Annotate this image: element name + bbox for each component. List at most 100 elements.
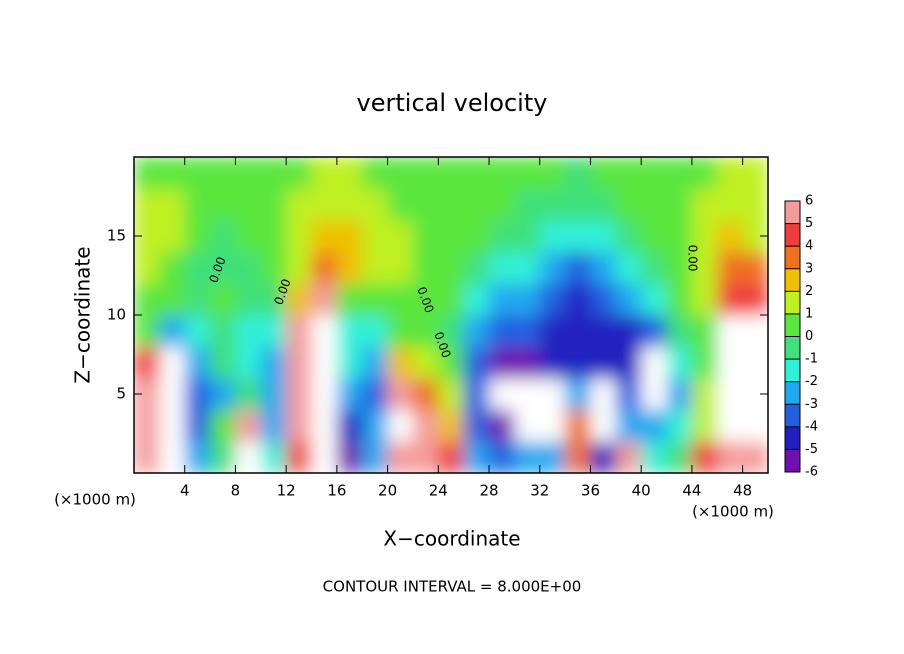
cell: [387, 409, 414, 442]
cell: [666, 251, 693, 284]
cell: [666, 346, 693, 379]
cell: [691, 220, 718, 253]
cell: [742, 283, 768, 316]
cell: [235, 346, 262, 379]
cell: [286, 346, 313, 379]
cell: [565, 220, 591, 253]
cell: [362, 251, 389, 284]
cell: [742, 346, 768, 379]
cell: [184, 378, 211, 411]
cell: [260, 220, 287, 253]
cell: [362, 188, 389, 221]
cell: [666, 157, 693, 190]
cell: [412, 283, 439, 316]
cell: [590, 188, 617, 221]
cell: [159, 251, 186, 284]
cell: [311, 283, 338, 316]
cell: [260, 283, 287, 316]
cell: [539, 378, 566, 411]
cell: [641, 157, 668, 190]
cell: [336, 346, 363, 379]
cell: [717, 315, 744, 348]
cell: [691, 188, 718, 221]
cell: [286, 283, 313, 316]
cell: [590, 157, 617, 190]
cell: [362, 157, 389, 190]
cell: [615, 251, 642, 284]
cell: [159, 283, 186, 316]
cell: [260, 188, 287, 221]
colorbar-swatch: [785, 359, 800, 382]
cell: [539, 409, 566, 442]
colorbar-tick-label: -5: [805, 442, 818, 457]
cell: [235, 441, 262, 473]
cell: [210, 315, 236, 348]
cell: [641, 378, 668, 411]
cell: [615, 378, 642, 411]
cell: [717, 283, 744, 316]
cell: [438, 283, 465, 316]
colorbar-swatch: [785, 336, 800, 360]
cell: [717, 157, 744, 190]
cell: [438, 346, 465, 379]
cell: [742, 409, 768, 442]
cell: [590, 283, 617, 316]
cell: [691, 283, 718, 316]
cell: [286, 188, 313, 221]
cell: [514, 283, 541, 316]
x-tick-label: 48: [733, 482, 752, 500]
cell: [184, 251, 211, 284]
x-tick-label: 40: [632, 482, 651, 500]
cell: [438, 220, 465, 253]
cell: [159, 441, 186, 473]
cell: [463, 220, 490, 253]
cell: [412, 188, 439, 221]
colorbar-tick-label: 4: [805, 239, 813, 254]
cell: [615, 283, 642, 316]
cell: [565, 251, 591, 284]
cell: [717, 220, 744, 253]
colorbar-swatch: [785, 268, 800, 292]
cell: [615, 315, 642, 348]
colorbar-swatch: [785, 381, 800, 405]
cell: [489, 315, 515, 348]
cells: [134, 157, 768, 473]
cell: [463, 251, 490, 284]
cell: [717, 346, 744, 379]
x-axis-label: X−coordinate: [383, 527, 520, 551]
cell: [235, 157, 262, 190]
colorbar-tick-label: 1: [805, 306, 813, 321]
cell: [159, 157, 186, 190]
y-tick-label: 15: [107, 227, 126, 245]
cell: [742, 157, 768, 190]
cell: [311, 378, 338, 411]
cell: [362, 220, 389, 253]
colorbar-tick-label: 6: [805, 194, 813, 209]
cell: [336, 409, 363, 442]
cell: [159, 315, 186, 348]
colorbar-swatch: [785, 404, 800, 427]
cell: [463, 157, 490, 190]
colorbar-tick-label: -6: [805, 465, 818, 480]
cell: [184, 346, 211, 379]
cell: [489, 283, 515, 316]
cell: [311, 409, 338, 442]
cell: [438, 188, 465, 221]
x-tick-label: 44: [682, 482, 701, 500]
cell: [210, 188, 236, 221]
cell: [615, 188, 642, 221]
cell: [742, 315, 768, 348]
contour-label: 0.00: [686, 245, 700, 272]
colorbar-tick-label: 2: [805, 284, 813, 299]
cell: [286, 441, 313, 473]
cell: [641, 220, 668, 253]
cell: [134, 188, 160, 221]
cell: [590, 251, 617, 284]
cell: [666, 378, 693, 411]
cell: [311, 251, 338, 284]
cell: [387, 378, 414, 411]
cell: [336, 441, 363, 473]
cell: [235, 315, 262, 348]
cell: [565, 157, 591, 190]
cell: [336, 315, 363, 348]
